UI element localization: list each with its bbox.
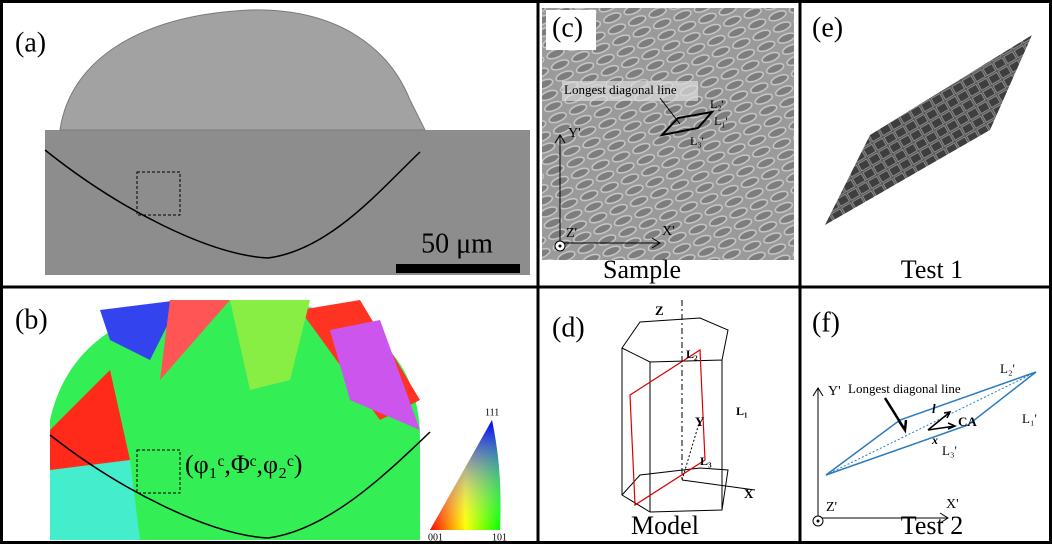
edge-label: L₁' xyxy=(1022,411,1037,426)
annotation: (φ₁ᶜ,Φᶜ,φ₂ᶜ) xyxy=(185,450,302,479)
edge-label: L₁ xyxy=(736,404,748,418)
panel-f: Longest diagonal line L₂' L₁' L₃' l x CA… xyxy=(812,307,1037,540)
grain xyxy=(50,460,140,540)
axis-label: Z' xyxy=(566,226,577,241)
vector-label: x xyxy=(931,433,938,447)
caption: Test 2 xyxy=(901,511,963,540)
panel-d: Z Y X L₂ L₁ L₃ (d) Model xyxy=(552,300,755,540)
panel-label: (b) xyxy=(15,304,48,335)
leader xyxy=(885,398,906,430)
panel-label: (e) xyxy=(812,12,843,43)
axis-label: Y' xyxy=(568,126,581,141)
figure: 50 μm (a) (φ₁ᶜ,Φᶜ,φ₂ᶜ) 111 001 101 (b) (… xyxy=(0,0,1052,544)
scale-bar xyxy=(396,264,520,273)
axis-label: X' xyxy=(946,497,959,512)
axis-label: X xyxy=(744,486,754,501)
callout: Longest diagonal line xyxy=(848,381,961,396)
edge-label: L₂' xyxy=(1000,361,1015,376)
edge-label: L₃' xyxy=(690,134,704,148)
axis-label: Y' xyxy=(828,384,841,399)
axis-label: Y xyxy=(695,414,705,429)
edge-label: L₃' xyxy=(942,443,957,458)
prism xyxy=(622,318,728,512)
panel-a: 50 μm (a) xyxy=(12,10,530,275)
rhombus-test1 xyxy=(825,35,1032,225)
caption: Model xyxy=(631,511,699,540)
edge-label: L₃ xyxy=(700,454,712,468)
edge-label: L₂' xyxy=(710,97,724,111)
panel-label: (d) xyxy=(552,312,585,343)
caption: Sample xyxy=(603,255,681,284)
vector-label: l xyxy=(932,401,936,416)
panel-c: (c) Longest diagonal line L₂' L₁' L₃' Y'… xyxy=(542,8,794,284)
scale-label: 50 μm xyxy=(421,228,493,259)
edge-label: L₁' xyxy=(714,114,728,128)
panel-e: (e) Test 1 xyxy=(812,12,1032,284)
axis-label: X' xyxy=(662,224,675,239)
ipf-shade xyxy=(430,420,501,530)
panel-label: (a) xyxy=(15,27,46,58)
y-axis xyxy=(682,420,700,480)
caption: Test 1 xyxy=(901,255,963,284)
axis-label: Z xyxy=(655,303,664,318)
vector-label: CA xyxy=(958,414,977,429)
melt-pool xyxy=(60,10,425,130)
edge-label: L₂ xyxy=(686,347,698,361)
z-dot xyxy=(559,245,562,248)
panel-label: (f) xyxy=(812,307,840,338)
panel-b: (φ₁ᶜ,Φᶜ,φ₂ᶜ) 111 001 101 (b) xyxy=(15,300,507,543)
callout: Longest diagonal line xyxy=(564,82,677,97)
panel-label: (c) xyxy=(552,12,583,43)
axis-label: Z' xyxy=(826,500,837,515)
z-dot xyxy=(817,520,820,523)
ipf-label: 111 xyxy=(485,407,499,418)
